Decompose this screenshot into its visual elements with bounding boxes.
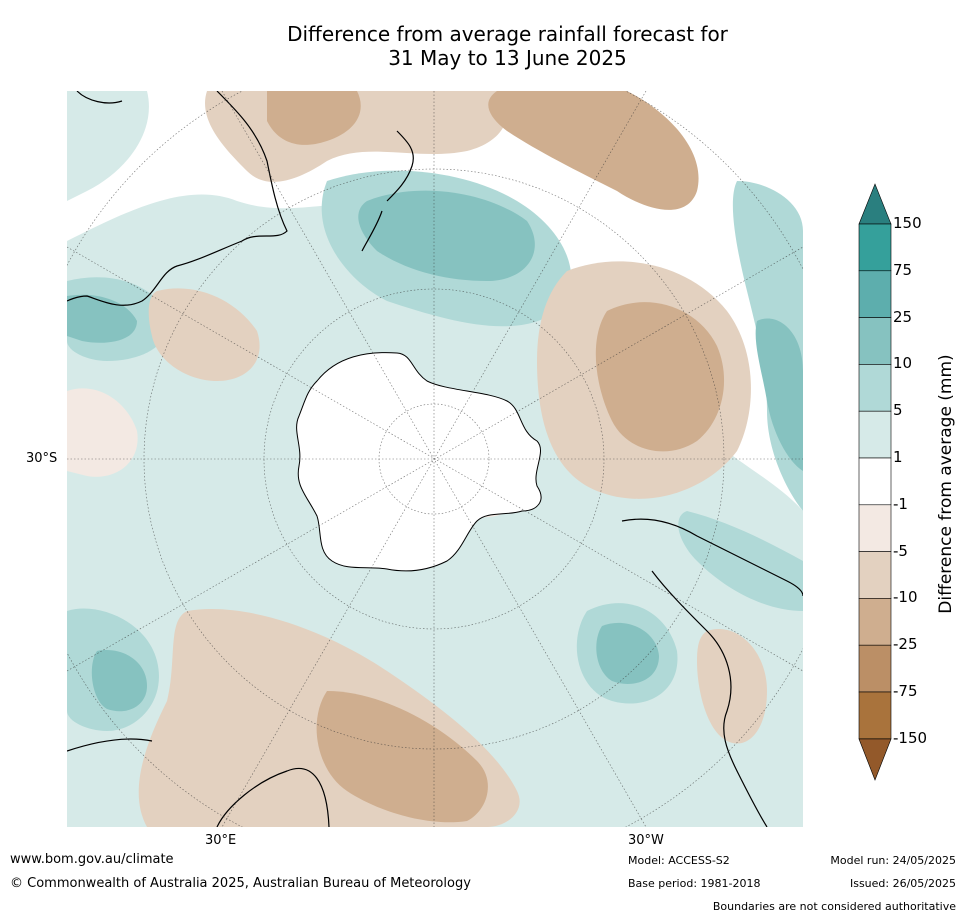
new-zealand bbox=[361, 130, 414, 252]
footer-model: Model: ACCESS-S2 bbox=[628, 854, 730, 867]
colorbar-segment bbox=[858, 504, 892, 552]
colorbar bbox=[858, 183, 892, 781]
colorbar-tick-label: 5 bbox=[893, 401, 903, 420]
footer-base-period: Base period: 1981-2018 bbox=[628, 877, 761, 890]
anomaly-region bbox=[697, 629, 767, 744]
colorbar-segment bbox=[858, 691, 892, 740]
footer-disclaimer: Boundaries are not considered authoritat… bbox=[712, 900, 956, 913]
colorbar-segment bbox=[858, 551, 892, 599]
colorbar-segment bbox=[858, 223, 892, 272]
anomaly-region bbox=[595, 302, 725, 452]
antarctica bbox=[296, 352, 542, 572]
colorbar-tick-label: 150 bbox=[893, 214, 922, 232]
anomaly-region bbox=[91, 650, 147, 712]
colorbar-tick-label: 75 bbox=[893, 260, 913, 279]
colorbar-tick-label: 10 bbox=[893, 354, 913, 373]
anomaly-region bbox=[148, 288, 260, 381]
africa bbox=[67, 738, 330, 827]
longitude-label-30w: 30°W bbox=[628, 833, 664, 848]
colorbar-top-arrow bbox=[858, 183, 892, 225]
longitude-label-30e: 30°E bbox=[205, 833, 237, 848]
colorbar-tick-label: -75 bbox=[893, 682, 918, 700]
title-line-1: Difference from average rainfall forecas… bbox=[287, 22, 728, 46]
colorbar-tick-label: -10 bbox=[893, 588, 918, 607]
title-line-2: 31 May to 13 June 2025 bbox=[388, 46, 627, 70]
anomaly-region bbox=[67, 388, 138, 477]
colorbar-segment bbox=[858, 644, 892, 693]
colorbar-tick-label: 25 bbox=[893, 307, 913, 326]
colorbar-segment bbox=[858, 317, 892, 365]
colorbar-segment bbox=[858, 410, 892, 459]
colorbar-tick-label: -25 bbox=[893, 635, 918, 654]
anomaly-region bbox=[316, 691, 488, 823]
anomaly-region bbox=[755, 318, 803, 471]
footer-issued: Issued: 26/05/2025 bbox=[849, 877, 956, 890]
colorbar-tick-label: -1 bbox=[893, 494, 908, 513]
anomaly-region bbox=[358, 190, 535, 281]
anomaly-region bbox=[678, 511, 803, 611]
footer-url[interactable]: www.bom.gov.au/climate bbox=[10, 852, 174, 867]
graticule bbox=[67, 91, 803, 827]
footer-model-run: Model run: 24/05/2025 bbox=[830, 854, 956, 867]
map-canvas bbox=[67, 91, 803, 827]
colorbar-segment bbox=[858, 598, 892, 646]
south-america bbox=[621, 518, 803, 827]
colorbar-segment bbox=[858, 364, 892, 412]
colorbar-tick-label: 1 bbox=[893, 448, 903, 466]
anomaly-region bbox=[488, 91, 699, 210]
colorbar-tick-label: -150 bbox=[893, 728, 928, 747]
footer-copyright: © Commonwealth of Australia 2025, Austra… bbox=[10, 876, 471, 891]
anomaly-region bbox=[267, 91, 361, 145]
colorbar-bottom-arrow bbox=[858, 738, 892, 781]
colorbar-segment bbox=[858, 457, 892, 506]
anomaly-region bbox=[67, 91, 149, 201]
rainfall-anomaly-map[interactable] bbox=[67, 91, 803, 827]
colorbar-segment bbox=[858, 270, 892, 318]
anomaly-region bbox=[67, 294, 137, 343]
colorbar-segments bbox=[858, 223, 892, 740]
anomaly-region bbox=[596, 622, 659, 684]
latitude-label-30s: 30°S bbox=[26, 451, 58, 466]
australia bbox=[67, 91, 288, 306]
chart-title: Difference from average rainfall forecas… bbox=[120, 22, 895, 70]
colorbar-tick-label: -5 bbox=[893, 541, 908, 560]
colorbar-label: Difference from average (mm) bbox=[936, 354, 956, 614]
